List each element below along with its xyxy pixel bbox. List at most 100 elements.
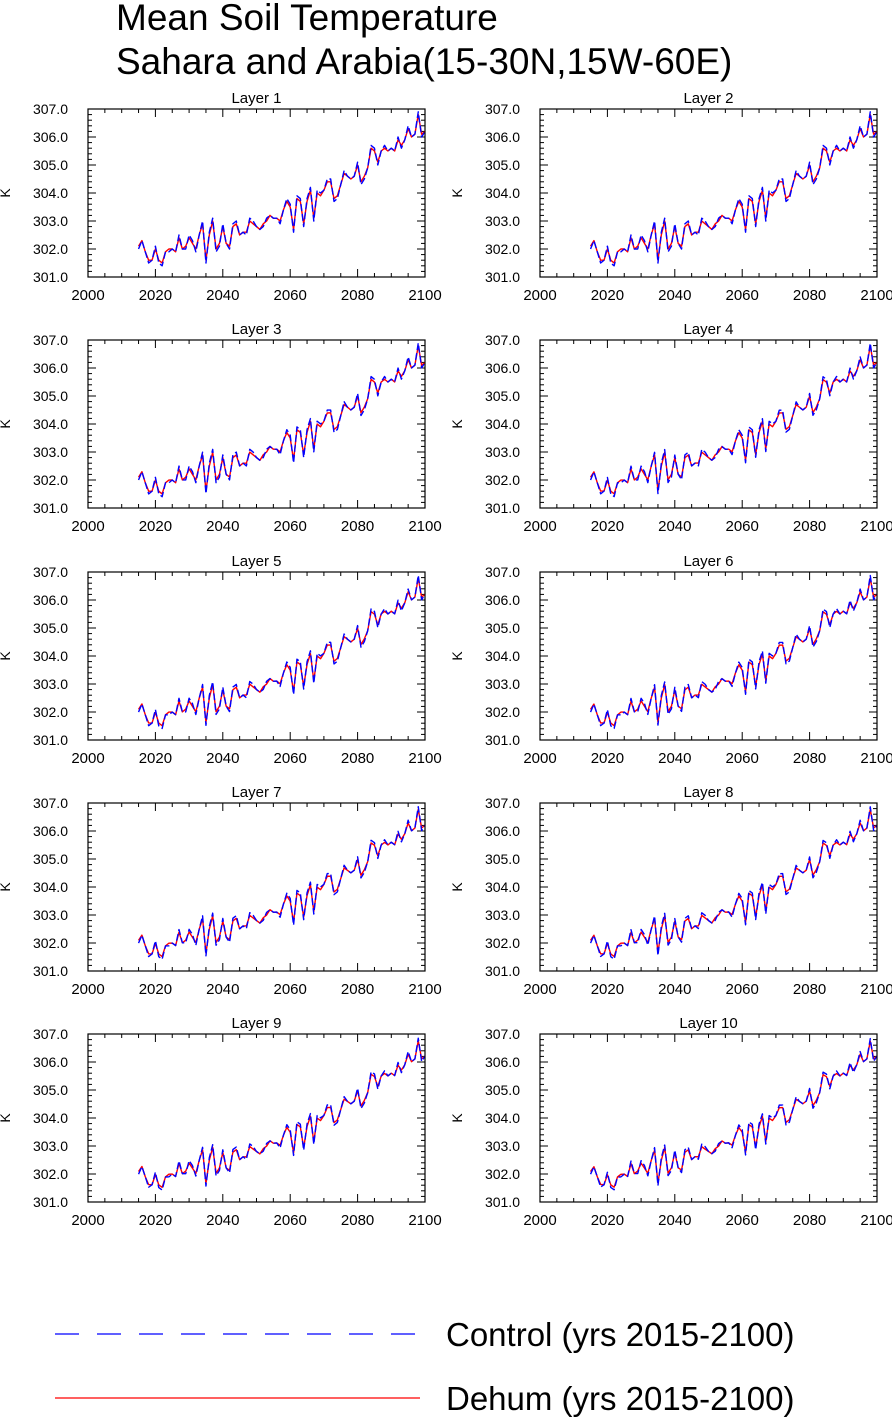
x-tick-label: 2100 xyxy=(408,750,441,767)
series-line-dehum xyxy=(137,808,426,958)
y-tick-label: 305.0 xyxy=(33,851,68,867)
panel-layer-3: 2000 2020 2040 2060 2080 2100 301.0 302.0 303.0 3… xyxy=(0,321,442,535)
y-tick-label: 305.0 xyxy=(485,157,520,173)
panel-title: Layer 8 xyxy=(683,784,733,801)
y-tick-label: 302.0 xyxy=(485,1166,520,1182)
y-tick-label: 304.0 xyxy=(485,648,520,664)
x-tick-label: 2020 xyxy=(591,750,624,767)
x-tick-label: 2020 xyxy=(591,287,624,304)
y-tick-label: 303.0 xyxy=(33,907,68,923)
panel-layer-7: 2000 2020 2040 2060 2080 2100 301.0 302.0 303.0 3… xyxy=(0,784,442,998)
x-tick-label: 2100 xyxy=(860,750,892,767)
y-tick-label: 303.0 xyxy=(33,1138,68,1154)
series-line-dehum xyxy=(137,345,426,495)
y-tick-label: 306.0 xyxy=(33,129,68,145)
series-line-dehum xyxy=(589,808,878,958)
plot-frame xyxy=(87,802,426,972)
y-tick-label: 303.0 xyxy=(485,1138,520,1154)
y-tick-label: 306.0 xyxy=(485,360,520,376)
series-line-dehum xyxy=(589,113,878,264)
series-line-control xyxy=(589,342,878,498)
x-tick-label: 2100 xyxy=(860,518,892,535)
y-tick-label: 307.0 xyxy=(33,1026,68,1042)
x-tick-label: 2100 xyxy=(408,518,441,535)
y-tick-label: 303.0 xyxy=(33,213,68,229)
panel-title: Layer 1 xyxy=(231,90,281,107)
y-tick-label: 306.0 xyxy=(33,1054,68,1070)
y-tick-label: 306.0 xyxy=(485,823,520,839)
y-tick-label: 301.0 xyxy=(33,732,68,748)
plot-frame xyxy=(87,339,426,509)
y-tick-label: 304.0 xyxy=(33,879,68,895)
y-tick-label: 305.0 xyxy=(33,388,68,404)
y-tick-label: 301.0 xyxy=(33,269,68,285)
series-line-control xyxy=(137,342,426,498)
plot-frame xyxy=(539,339,878,509)
y-tick-label: 301.0 xyxy=(485,963,520,979)
x-tick-label: 2080 xyxy=(793,518,826,535)
x-tick-label: 2080 xyxy=(341,1212,374,1229)
x-tick-label: 2000 xyxy=(523,1212,556,1229)
x-tick-label: 2080 xyxy=(793,750,826,767)
x-tick-label: 2000 xyxy=(71,518,104,535)
series-line-dehum xyxy=(137,113,426,264)
panel-layer-2: 2000 2020 2040 2060 2080 2100 301.0 302.0 303.0 3… xyxy=(449,90,892,304)
plot-frame xyxy=(539,108,878,278)
panel-layer-6: 2000 2020 2040 2060 2080 2100 301.0 302.0 303.0 3… xyxy=(449,553,892,767)
y-tick-label: 307.0 xyxy=(485,564,520,580)
x-tick-label: 2020 xyxy=(591,1212,624,1229)
y-tick-label: 302.0 xyxy=(33,704,68,720)
legend-label-dehum: Dehum (yrs 2015-2100) xyxy=(446,1380,795,1417)
panel-title: Layer 2 xyxy=(683,90,733,107)
y-tick-label: 307.0 xyxy=(485,101,520,117)
y-tick-label: 302.0 xyxy=(33,1166,68,1182)
y-tick-label: 303.0 xyxy=(485,907,520,923)
panel-title: Layer 7 xyxy=(231,784,281,801)
y-tick-label: 307.0 xyxy=(33,332,68,348)
y-axis-label: K xyxy=(0,882,13,892)
y-tick-label: 305.0 xyxy=(485,388,520,404)
y-tick-label: 304.0 xyxy=(33,416,68,432)
y-tick-label: 307.0 xyxy=(33,795,68,811)
chart-legend: Control (yrs 2015-2100) Dehum (yrs 2015-… xyxy=(55,1316,795,1417)
x-tick-label: 2100 xyxy=(860,1212,892,1229)
x-tick-label: 2000 xyxy=(523,287,556,304)
x-tick-label: 2000 xyxy=(71,287,104,304)
panel-layer-5: 2000 2020 2040 2060 2080 2100 301.0 302.0 303.0 3… xyxy=(0,553,442,767)
x-tick-label: 2060 xyxy=(274,750,307,767)
y-tick-label: 302.0 xyxy=(33,935,68,951)
plot-frame xyxy=(87,1033,426,1203)
series-line-control xyxy=(589,806,878,960)
y-tick-label: 306.0 xyxy=(33,823,68,839)
y-axis-label: K xyxy=(449,188,465,198)
x-tick-label: 2000 xyxy=(71,750,104,767)
x-tick-label: 2060 xyxy=(274,981,307,998)
y-tick-label: 306.0 xyxy=(485,592,520,608)
x-tick-label: 2040 xyxy=(206,287,239,304)
plot-frame xyxy=(539,802,878,972)
panel-title: Layer 4 xyxy=(683,321,733,338)
x-tick-label: 2020 xyxy=(139,750,172,767)
panel-layer-10: 2000 2020 2040 2060 2080 2100 301.0 302.0 303.0 3… xyxy=(449,1015,892,1229)
series-line-control xyxy=(137,574,426,730)
series-line-dehum xyxy=(137,577,426,727)
x-tick-label: 2020 xyxy=(591,981,624,998)
y-tick-label: 307.0 xyxy=(485,1026,520,1042)
x-tick-label: 2060 xyxy=(726,518,759,535)
x-tick-label: 2040 xyxy=(658,518,691,535)
x-tick-label: 2100 xyxy=(408,981,441,998)
y-tick-label: 307.0 xyxy=(33,101,68,117)
x-tick-label: 2020 xyxy=(139,1212,172,1229)
series-line-dehum xyxy=(589,345,878,495)
y-tick-label: 302.0 xyxy=(485,472,520,488)
series-line-dehum xyxy=(589,577,878,727)
x-tick-label: 2060 xyxy=(726,750,759,767)
y-tick-label: 301.0 xyxy=(33,963,68,979)
plot-frame xyxy=(87,571,426,741)
y-tick-label: 302.0 xyxy=(33,472,68,488)
plot-frame xyxy=(539,1033,878,1203)
y-tick-label: 307.0 xyxy=(485,795,520,811)
series-line-control xyxy=(589,1037,878,1191)
panel-title: Layer 10 xyxy=(679,1015,737,1032)
x-tick-label: 2020 xyxy=(591,518,624,535)
